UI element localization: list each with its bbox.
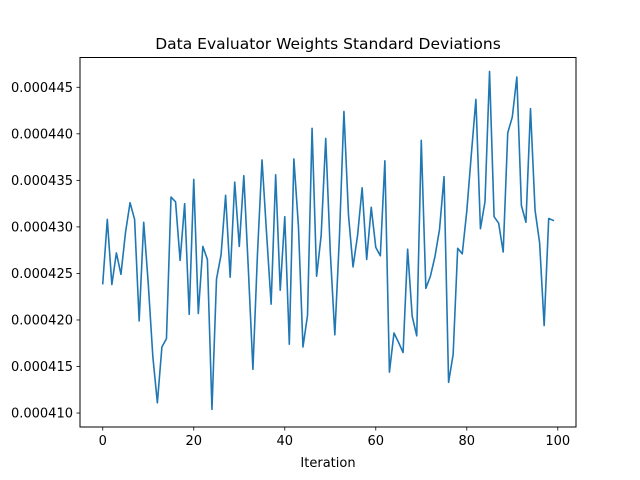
x-axis: 0 20 40 60 80 100 bbox=[99, 427, 570, 449]
y-tick-label: 0.000445 bbox=[11, 81, 73, 96]
x-tick-label: 20 bbox=[185, 434, 202, 449]
y-tick-label: 0.000425 bbox=[11, 267, 73, 282]
x-axis-label: Iteration bbox=[300, 456, 355, 471]
x-tick-label: 40 bbox=[276, 434, 293, 449]
y-tick-label: 0.000440 bbox=[11, 127, 73, 142]
y-axis: 0.000410 0.000415 0.000420 0.000425 0.000430… bbox=[11, 81, 80, 422]
y-tick-label: 0.000435 bbox=[11, 174, 73, 189]
series-line bbox=[101, 70, 555, 411]
y-tick-label: 0.000410 bbox=[11, 407, 73, 422]
y-tick-label: 0.000420 bbox=[11, 313, 73, 328]
axes-frame bbox=[79, 57, 577, 428]
x-tick-label: 60 bbox=[368, 434, 385, 449]
chart-title: Data Evaluator Weights Standard Deviatio… bbox=[155, 35, 501, 53]
plot-area bbox=[101, 70, 555, 411]
x-tick-label: 100 bbox=[545, 434, 570, 449]
y-tick-label: 0.000415 bbox=[11, 360, 73, 375]
y-tick-label: 0.000430 bbox=[11, 220, 73, 235]
x-tick-label: 0 bbox=[99, 434, 107, 449]
x-tick-label: 80 bbox=[459, 434, 476, 449]
